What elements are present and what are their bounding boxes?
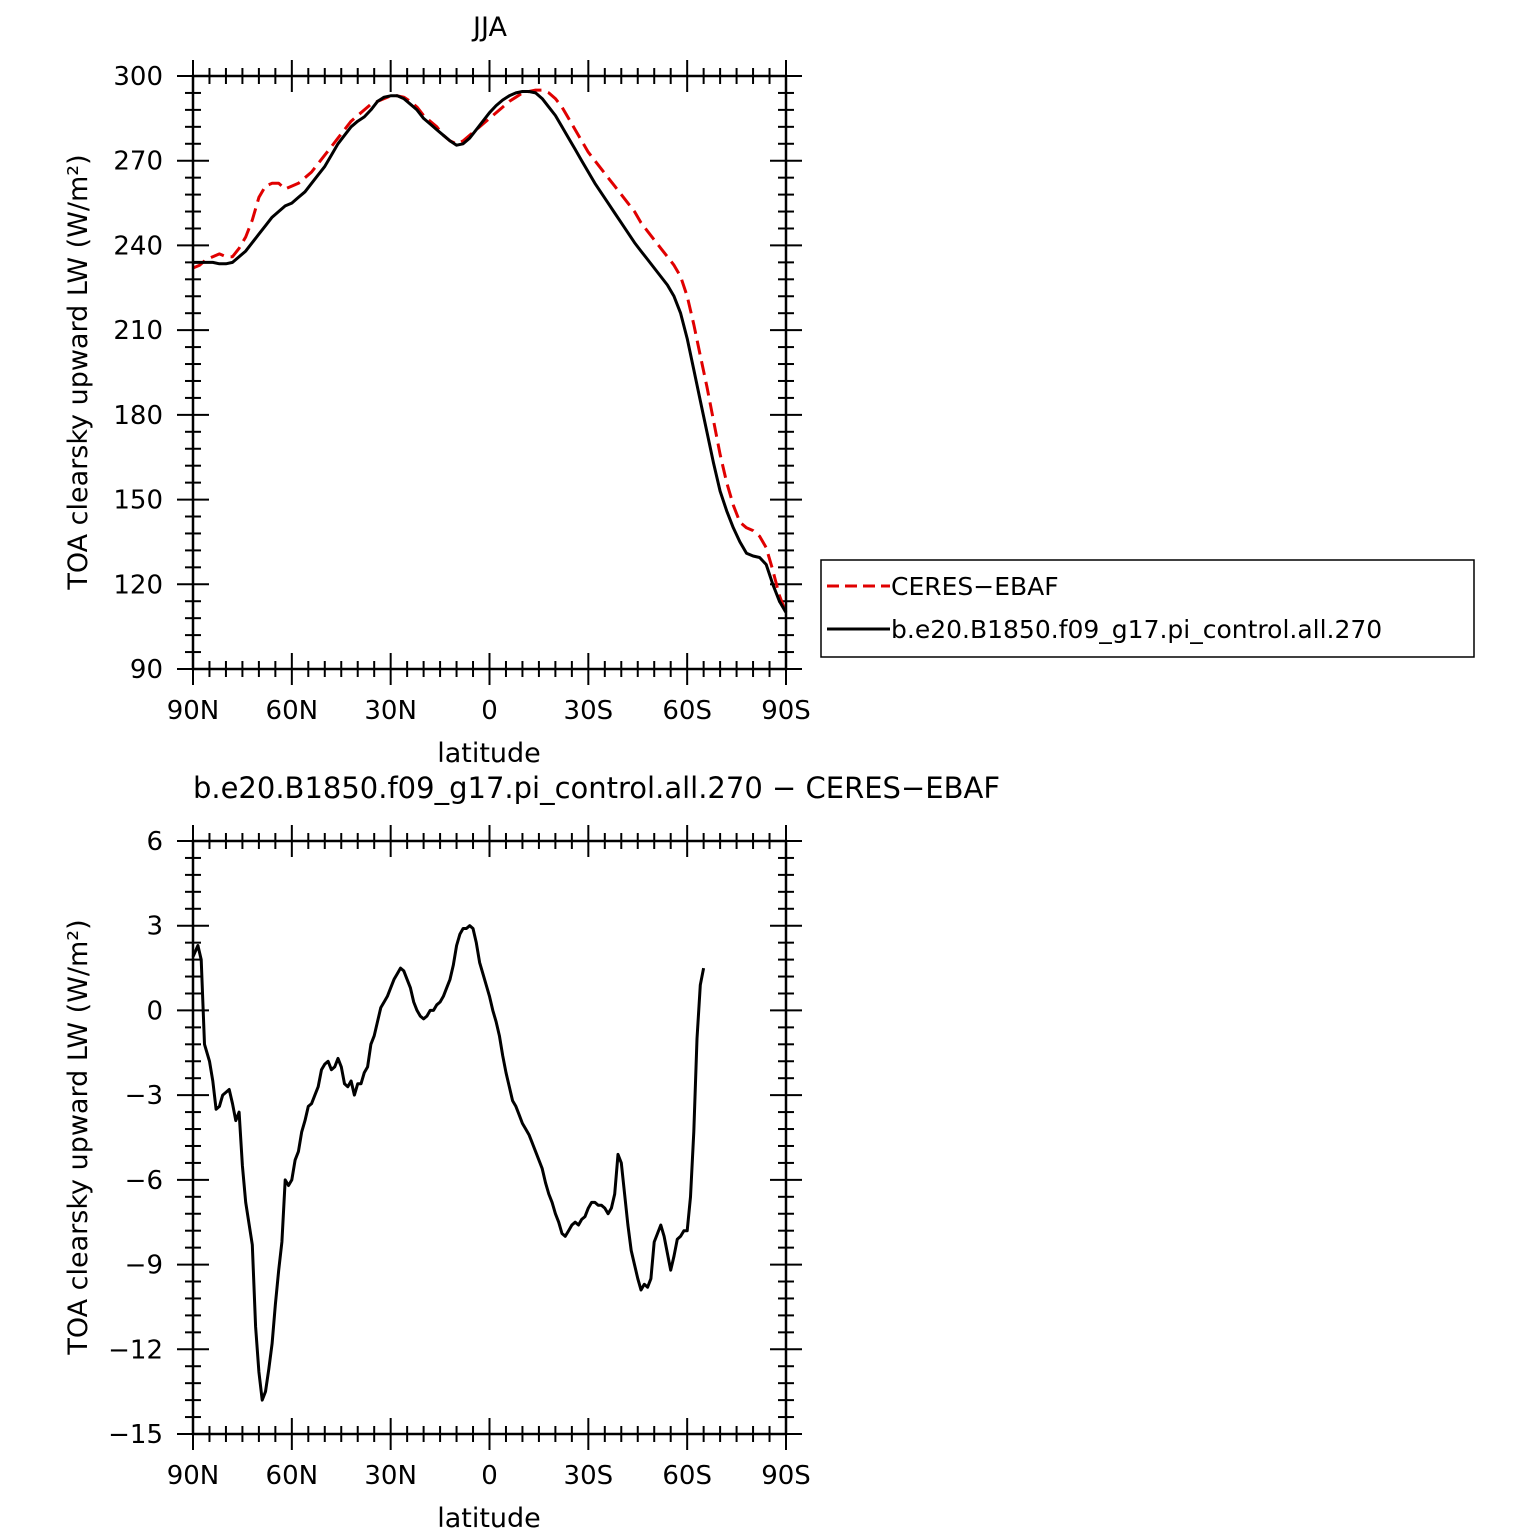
top-y-axis-label: TOA clearsky upward LW (W/m²) xyxy=(63,154,94,590)
top-x-tick-label: 30S xyxy=(564,696,614,726)
top-y-tick-label: 150 xyxy=(113,486,163,516)
top-x-tick-label: 60S xyxy=(662,696,712,726)
bottom-x-tick-label: 30N xyxy=(364,1461,417,1491)
top-series-line-1 xyxy=(193,90,788,614)
legend-box xyxy=(820,559,1475,658)
bottom-y-tick-label: 0 xyxy=(146,996,163,1026)
bottom-panel-grid: 90N 60N 30N 0 30S 60S 90S −15 −12 −9 −6 −3 0 3 6 xyxy=(108,825,811,1491)
bottom-x-tick-label: 90N xyxy=(167,1461,220,1491)
top-x-tick-label: 90N xyxy=(167,696,220,726)
top-x-tick-label: 30N xyxy=(364,696,417,726)
top-panel-title: JJA xyxy=(471,12,507,43)
top-y-tick-label: 120 xyxy=(113,570,163,600)
top-panel-lines xyxy=(192,88,788,614)
bottom-x-tick-label: 60S xyxy=(662,1461,712,1491)
bottom-y-tick-label: −9 xyxy=(125,1251,163,1281)
bottom-plot-frame xyxy=(191,839,788,1436)
top-x-tick-label: 90S xyxy=(761,696,811,726)
top-y-tick-label: 240 xyxy=(113,231,163,261)
bottom-y-tick-label: −15 xyxy=(108,1420,163,1450)
bottom-y-axis-label: TOA clearsky upward LW (W/m²) xyxy=(63,919,94,1355)
bottom-x-tick-label: 30S xyxy=(564,1461,614,1491)
bottom-panel-lines xyxy=(191,924,706,1402)
top-panel: JJA 90N 60N 30N 0 30S 60S 90S 90 120 150 180 210 240… xyxy=(63,12,811,769)
bottom-x-axis-label: latitude xyxy=(437,1503,541,1534)
top-series-line-0 xyxy=(192,88,788,614)
legend-label-model: b.e20.B1850.f09_g17.pi_control.all.270 xyxy=(891,615,1382,644)
bottom-panel-title: b.e20.B1850.f09_g17.pi_control.all.270 −… xyxy=(193,771,1000,805)
bottom-x-tick-label: 90S xyxy=(761,1461,811,1491)
bottom-y-tick-label: −3 xyxy=(125,1081,163,1111)
top-x-tick-label: 0 xyxy=(481,696,498,726)
bottom-y-tick-label: −6 xyxy=(125,1166,163,1196)
legend: CERES−EBAF b.e20.B1850.f09_g17.pi_contro… xyxy=(820,559,1475,658)
top-y-tick-label: 300 xyxy=(113,62,163,92)
bottom-y-tick-label: 6 xyxy=(146,827,163,857)
top-y-tick-label: 210 xyxy=(113,316,163,346)
bottom-x-tick-label: 60N xyxy=(266,1461,319,1491)
top-x-tick-label: 60N xyxy=(266,696,319,726)
top-x-axis-label: latitude xyxy=(437,738,541,769)
top-plot-frame xyxy=(191,74,788,671)
bottom-y-tick-label: 3 xyxy=(146,912,163,942)
top-y-tick-label: 90 xyxy=(130,655,163,685)
top-y-tick-label: 270 xyxy=(113,147,163,177)
bottom-series-line-0 xyxy=(191,924,706,1402)
top-y-tick-label: 180 xyxy=(113,401,163,431)
legend-label-ceres: CERES−EBAF xyxy=(891,572,1059,601)
bottom-panel: b.e20.B1850.f09_g17.pi_control.all.270 −… xyxy=(63,771,1000,1534)
bottom-x-tick-label: 0 xyxy=(481,1461,498,1491)
bottom-y-tick-label: −12 xyxy=(108,1335,163,1365)
top-panel-grid: 90N 60N 30N 0 30S 60S 90S 90 120 150 180 210 240 270 3… xyxy=(113,60,811,726)
